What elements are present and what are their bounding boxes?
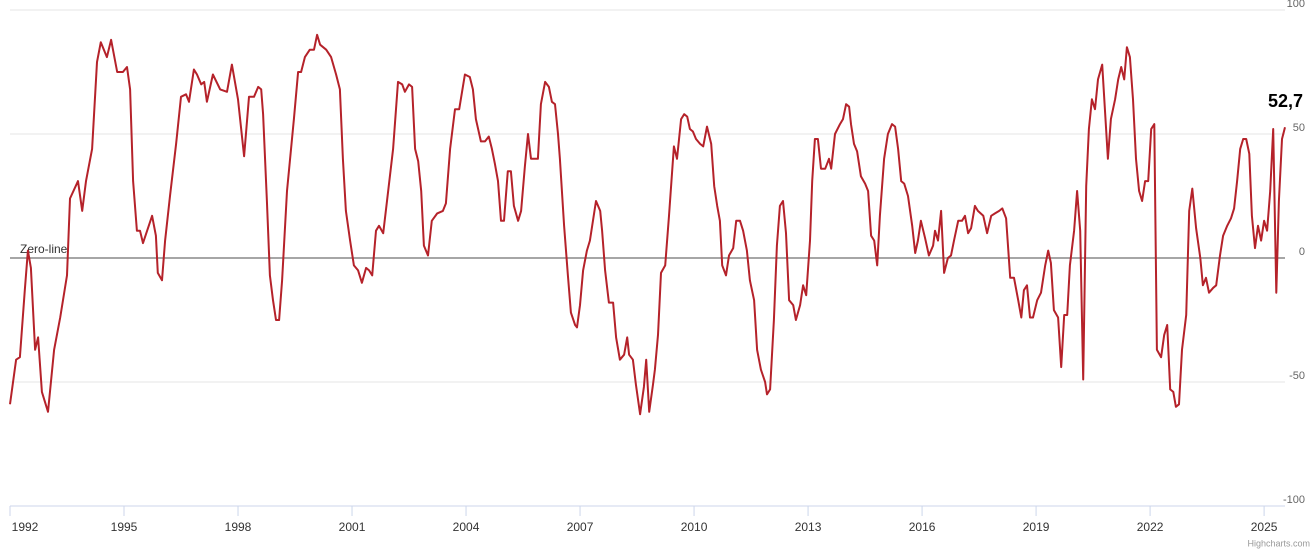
- x-tick-label: 2004: [453, 520, 480, 534]
- x-tick-label: 1998: [225, 520, 252, 534]
- x-tick-label: 2025: [1251, 520, 1278, 534]
- x-tick-label: 2010: [681, 520, 708, 534]
- x-tick-label: 2022: [1137, 520, 1164, 534]
- x-tick-label: 2016: [909, 520, 936, 534]
- credits: Highcharts.com: [1247, 538, 1310, 548]
- last-value-label: 52,7: [1268, 91, 1303, 111]
- y-tick-label: 50: [1293, 122, 1305, 134]
- x-tick-label: 2013: [795, 520, 822, 534]
- x-tick-label: 2001: [339, 520, 366, 534]
- y-tick-label: -50: [1289, 370, 1305, 382]
- y-tick-label: 0: [1299, 246, 1305, 258]
- series-line: [9, 33, 1286, 416]
- y-tick-label: -100: [1283, 494, 1305, 506]
- zero-line-label: Zero-line: [20, 242, 68, 256]
- x-tick-label: 2007: [567, 520, 594, 534]
- x-tick-label: 1992: [12, 520, 39, 534]
- y-tick-label: 100: [1287, 0, 1305, 10]
- x-tick-label: 2019: [1023, 520, 1050, 534]
- x-tick-label: 1995: [111, 520, 138, 534]
